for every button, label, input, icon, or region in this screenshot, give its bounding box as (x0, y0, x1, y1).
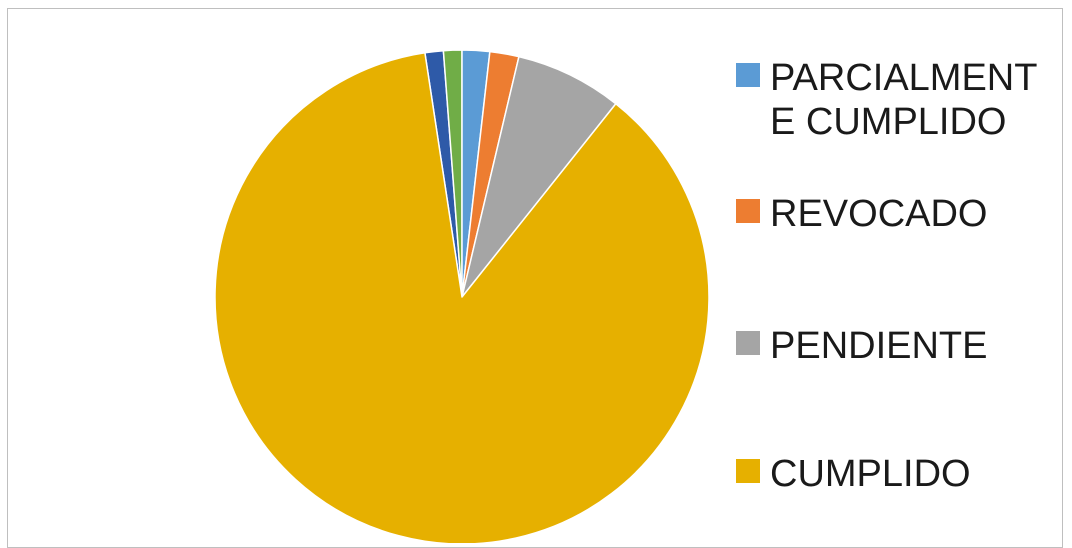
legend-swatch-cumplido (736, 459, 760, 483)
legend-item-parcialmente-cumplido: PARCIALMENTE CUMPLIDO (736, 56, 1040, 144)
legend-item-revocado: REVOCADO (736, 192, 1060, 236)
legend-swatch-revocado (736, 199, 760, 223)
legend-swatch-pendiente (736, 331, 760, 355)
chart-legend: PARCIALMENTE CUMPLIDO REVOCADO PENDIENTE… (736, 56, 1056, 516)
legend-label-parcialmente-cumplido: PARCIALMENTE CUMPLIDO (770, 57, 1038, 143)
legend-label-cumplido: CUMPLIDO (770, 453, 971, 495)
legend-item-cumplido: CUMPLIDO (736, 452, 1060, 496)
legend-swatch-parcialmente-cumplido (736, 63, 760, 87)
pie-slice-pendiente (461, 55, 617, 298)
legend-label-revocado: REVOCADO (770, 193, 988, 235)
legend-item-pendiente: PENDIENTE (736, 324, 1060, 368)
legend-label-pendiente: PENDIENTE (770, 325, 988, 367)
pie-slice-cumplido (214, 52, 710, 543)
